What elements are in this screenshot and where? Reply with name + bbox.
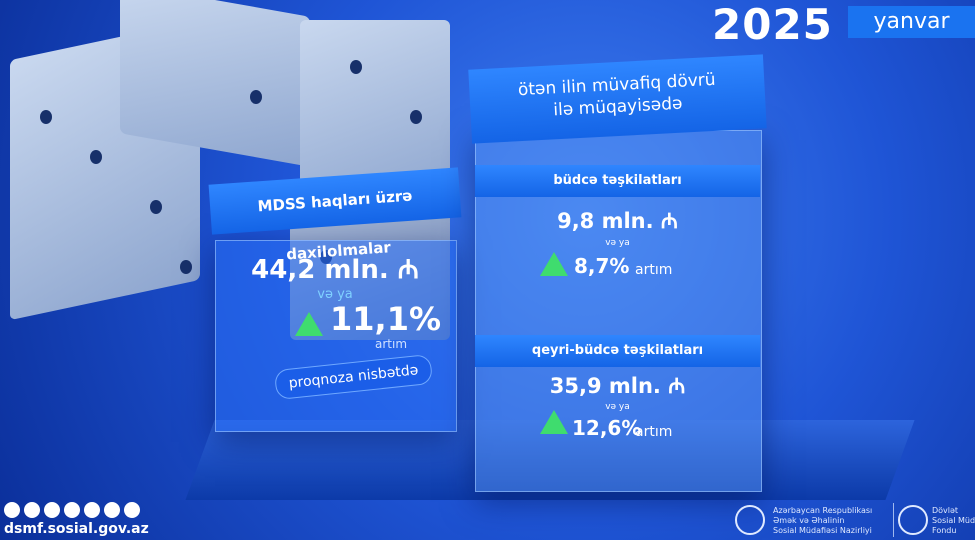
ministry-line: Sosial Müdafiəsi Nazirliyi bbox=[773, 526, 872, 535]
percent: 8,7% bbox=[574, 254, 630, 278]
left-card bbox=[215, 240, 457, 432]
or-label: və ya bbox=[605, 402, 630, 412]
ministry-logo bbox=[735, 505, 765, 535]
change: artım bbox=[635, 424, 673, 440]
hole bbox=[90, 150, 102, 164]
amount: 9,8 mln. ₼ bbox=[557, 209, 678, 233]
website[interactable]: dsmf.sosial.gov.az bbox=[4, 521, 149, 537]
section-label: büdcə təşkilatları bbox=[475, 165, 760, 197]
ministry-name: Azərbaycan Respublikası Əmək və Əhalinin… bbox=[773, 506, 872, 536]
amount: 44,2 mln. ₼ bbox=[251, 255, 419, 285]
year: 2025 bbox=[712, 0, 833, 49]
hole bbox=[150, 200, 162, 214]
up-arrow bbox=[295, 312, 323, 340]
social-icon[interactable] bbox=[24, 502, 40, 518]
hole bbox=[250, 90, 262, 104]
change: artım bbox=[635, 262, 673, 278]
hole bbox=[40, 110, 52, 124]
social-icon[interactable] bbox=[64, 502, 80, 518]
social-icon[interactable] bbox=[44, 502, 60, 518]
hole bbox=[350, 60, 362, 74]
fund-line: Fondu bbox=[932, 526, 957, 535]
divider bbox=[893, 503, 894, 537]
ministry-line: Əmək və Əhalinin bbox=[773, 516, 845, 525]
section-label: qeyri-büdcə təşkilatları bbox=[475, 335, 760, 367]
fund-line: Sosial Müdafiə bbox=[932, 516, 975, 525]
change: artım bbox=[375, 337, 408, 351]
social-icon[interactable] bbox=[124, 502, 140, 518]
fund-line: Dövlət bbox=[932, 506, 959, 515]
hole bbox=[180, 260, 192, 274]
or-label: və ya bbox=[605, 238, 630, 248]
fund-name: Dövlət Sosial Müdafiə Fondu bbox=[932, 506, 975, 536]
up-arrow bbox=[540, 410, 568, 438]
social-icon[interactable] bbox=[104, 502, 120, 518]
hole bbox=[410, 110, 422, 124]
right-title: ötən ilin müvafiq dövrü ilə müqayisədə bbox=[468, 54, 767, 144]
up-arrow bbox=[540, 252, 568, 280]
percent: 12,6% bbox=[572, 416, 642, 440]
social-icon[interactable] bbox=[4, 502, 20, 518]
percent: 11,1% bbox=[330, 300, 442, 338]
ministry-line: Azərbaycan Respublikası bbox=[773, 506, 873, 515]
month: yanvar bbox=[848, 6, 975, 38]
fund-logo bbox=[898, 505, 928, 535]
amount: 35,9 mln. ₼ bbox=[549, 374, 686, 398]
or-label: və ya bbox=[317, 287, 353, 302]
social-icon[interactable] bbox=[84, 502, 100, 518]
